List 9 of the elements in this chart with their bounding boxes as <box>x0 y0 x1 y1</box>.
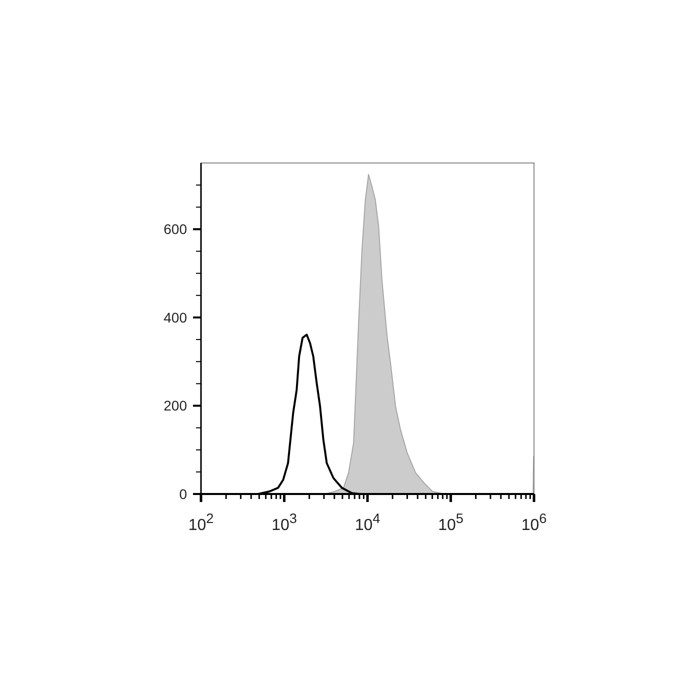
y-tick-label: 400 <box>164 309 188 326</box>
x-tick-label: 10$^{3}$ <box>272 510 297 534</box>
x-tick-label: 10$^{2}$ <box>188 510 214 534</box>
y-tick-label: 200 <box>164 398 188 414</box>
y-tick-label: 600 <box>164 221 188 238</box>
x-tick-label: 10$^{4}$ <box>354 510 381 534</box>
x-tick-label: 10$^{5}$ <box>438 510 464 534</box>
y-tick-label: 0 <box>179 486 188 502</box>
x-tick-label: 10$^{6}$ <box>521 510 547 534</box>
